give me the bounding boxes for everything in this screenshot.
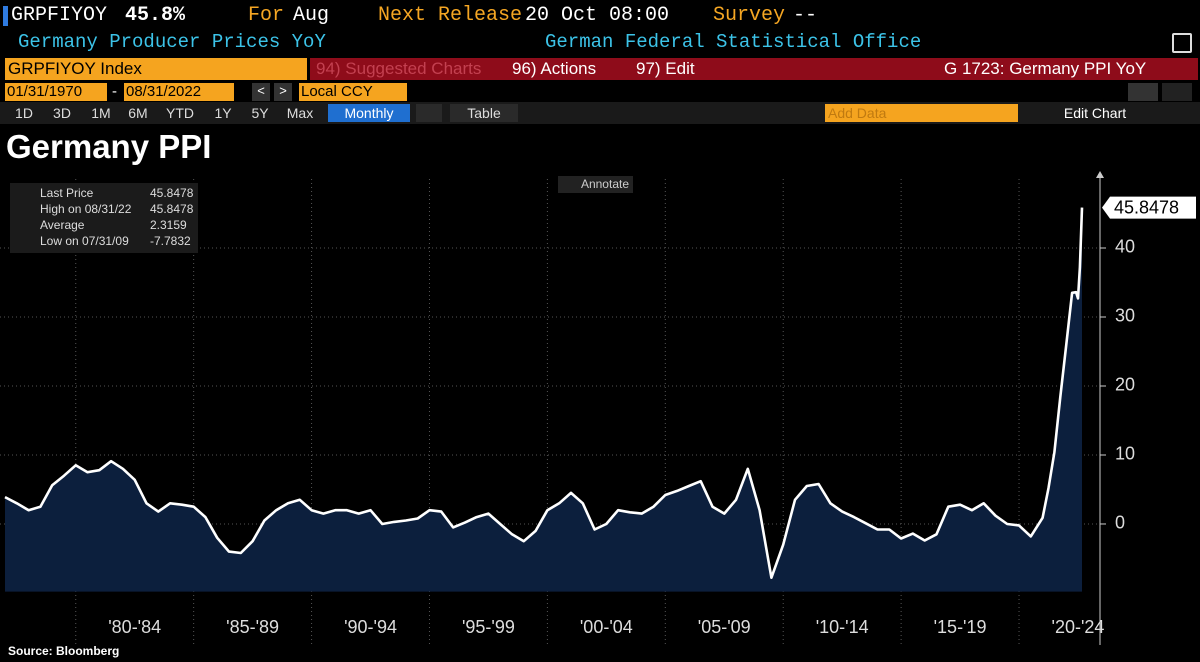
x-tick-label: '00-'04: [580, 617, 633, 637]
frequency[interactable]: Monthly: [328, 104, 410, 122]
add-data[interactable]: Add Data: [825, 104, 1018, 122]
value: --: [793, 4, 818, 27]
ticker: GRPFIYOY: [11, 4, 108, 27]
y-tick-label: 30: [1115, 306, 1135, 326]
table-button[interactable]: Table: [450, 104, 518, 122]
x-tick-label: '05-'09: [698, 617, 751, 637]
x-tick-label: '10-'14: [816, 617, 869, 637]
legend-label: Average: [40, 218, 85, 232]
dash: -: [112, 83, 117, 100]
menu-item[interactable]: 96) Actions: [512, 59, 597, 78]
last: 45.8%: [125, 4, 186, 27]
area: [5, 207, 1082, 592]
source: Source: Bloomberg: [8, 644, 120, 658]
marker: [3, 6, 8, 26]
legend-value: 45.8478: [150, 186, 194, 200]
annotate[interactable]: Annotate: [558, 176, 633, 193]
redo[interactable]: [1162, 83, 1192, 101]
next[interactable]: >: [274, 83, 292, 101]
range-button[interactable]: 1Y: [214, 105, 232, 121]
label: For: [248, 4, 285, 27]
label: Survey: [713, 4, 786, 27]
range-button[interactable]: 1M: [91, 105, 111, 121]
value: 20 Oct 08:00: [525, 4, 670, 27]
last-price-tag: [1102, 196, 1196, 219]
source-org: German Federal Statistical Office: [545, 31, 922, 53]
legend-label: Last Price: [40, 186, 94, 200]
legend-value: -7.7832: [150, 234, 191, 248]
range-button[interactable]: 6M: [128, 105, 148, 121]
range-button[interactable]: Max: [286, 105, 314, 121]
value: Aug: [293, 4, 330, 27]
x-tick-label: '85-'89: [226, 617, 279, 637]
range-button[interactable]: 1D: [15, 105, 33, 121]
prev[interactable]: <: [252, 83, 270, 101]
x-tick-label: '15-'19: [934, 617, 987, 637]
y-tick-label: 40: [1115, 237, 1135, 257]
range-button[interactable]: YTD: [166, 105, 194, 121]
start-date[interactable]: 01/31/1970: [5, 83, 107, 101]
line: [4, 207, 1084, 579]
y-tick-label: 20: [1115, 375, 1135, 395]
line-icon[interactable]: [416, 104, 442, 122]
x-tick-label: '80-'84: [108, 617, 161, 637]
popout-icon[interactable]: [1172, 33, 1192, 53]
label: Next Release: [378, 4, 523, 27]
y-tick-label: 0: [1115, 513, 1125, 533]
end-date[interactable]: 08/31/2022: [124, 83, 234, 101]
menu-item[interactable]: 97) Edit: [636, 59, 695, 78]
axis-arrow: [1096, 171, 1104, 178]
menu-item[interactable]: 94) Suggested Charts: [316, 59, 482, 78]
edit-chart[interactable]: Edit Chart: [1063, 105, 1127, 121]
y-tick-label: 10: [1115, 444, 1135, 464]
legend-value: 45.8478: [150, 202, 194, 216]
x-tick-label: '20-'24: [1052, 617, 1105, 637]
legend-value: 2.3159: [150, 218, 187, 232]
menu-bar: [310, 58, 1198, 80]
legend-label: Low on 07/31/09: [40, 234, 129, 248]
x-tick-label: '95-'99: [462, 617, 515, 637]
x-tick-label: '90-'94: [344, 617, 397, 637]
security-input[interactable]: GRPFIYOY Index: [5, 58, 307, 80]
range-button[interactable]: 5Y: [251, 105, 269, 121]
chart-id: G 1723: Germany PPI YoY: [944, 59, 1147, 78]
security-name: Germany Producer Prices YoY: [18, 31, 326, 53]
chart-title: Germany PPI: [6, 128, 212, 165]
range-button[interactable]: 3D: [53, 105, 71, 121]
legend-label: High on 08/31/22: [40, 202, 132, 216]
currency[interactable]: Local CCY: [299, 83, 407, 101]
last-price-label: 45.8478: [1114, 197, 1179, 217]
undo[interactable]: [1128, 83, 1158, 101]
legend-panel: [10, 183, 198, 253]
